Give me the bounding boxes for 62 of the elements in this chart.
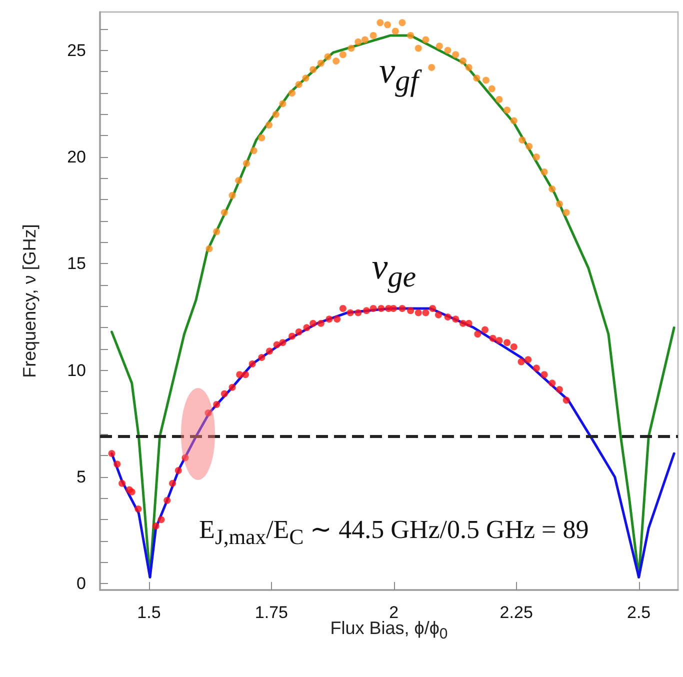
point xyxy=(422,36,430,44)
point xyxy=(279,100,286,108)
x-tick-label: 2.25 xyxy=(500,603,533,622)
point xyxy=(310,66,317,74)
y-tick-label: 5 xyxy=(76,467,86,486)
point xyxy=(482,76,490,84)
x-tick-label: 1.75 xyxy=(254,603,288,622)
point xyxy=(339,51,346,58)
point xyxy=(540,168,548,176)
point xyxy=(444,46,452,54)
point xyxy=(428,64,436,71)
point xyxy=(324,53,332,60)
point xyxy=(213,228,220,236)
annotation: ν$_{ge}$ xyxy=(372,245,416,295)
point xyxy=(370,32,377,39)
point xyxy=(317,60,324,67)
y-tick-label: 25 xyxy=(67,40,86,60)
y-tick-label: 0 xyxy=(76,574,86,594)
x-tick-label: 2.5 xyxy=(626,603,651,622)
point xyxy=(510,117,518,124)
point xyxy=(414,44,422,52)
point xyxy=(376,19,384,26)
point xyxy=(459,58,466,65)
point xyxy=(220,208,228,216)
point xyxy=(556,200,563,208)
point xyxy=(302,74,310,82)
point xyxy=(332,58,340,65)
point xyxy=(526,142,533,150)
point xyxy=(518,136,526,144)
point xyxy=(242,160,250,167)
point xyxy=(206,245,213,252)
point xyxy=(488,85,496,92)
point xyxy=(407,32,414,39)
point xyxy=(398,19,406,26)
point xyxy=(465,64,472,71)
point xyxy=(473,74,480,82)
point xyxy=(384,21,392,28)
y-tick-label: 10 xyxy=(67,360,86,380)
point xyxy=(354,38,362,46)
point xyxy=(532,154,540,161)
point xyxy=(258,134,266,142)
point xyxy=(362,36,368,44)
point xyxy=(452,51,460,58)
point xyxy=(504,106,511,114)
point xyxy=(436,42,443,50)
point xyxy=(266,122,272,129)
annotation: E$_{J,max}$/E$_{C}$ ∼ 44.5 GHz/0.5 GHz = 89 xyxy=(199,514,589,550)
point xyxy=(562,208,570,216)
point xyxy=(295,81,302,88)
point xyxy=(348,44,355,52)
point xyxy=(288,90,296,97)
y-tick-label: 20 xyxy=(67,148,86,167)
y-tick-label: 15 xyxy=(67,254,86,274)
x-tick-label: 1.5 xyxy=(137,603,161,622)
point xyxy=(250,147,258,154)
point xyxy=(496,96,503,103)
point xyxy=(392,28,399,35)
point xyxy=(228,192,236,199)
point xyxy=(235,176,242,184)
y-axis-title: Frequency, ν [GHz] xyxy=(20,224,40,378)
point xyxy=(272,110,280,118)
point xyxy=(548,186,556,193)
